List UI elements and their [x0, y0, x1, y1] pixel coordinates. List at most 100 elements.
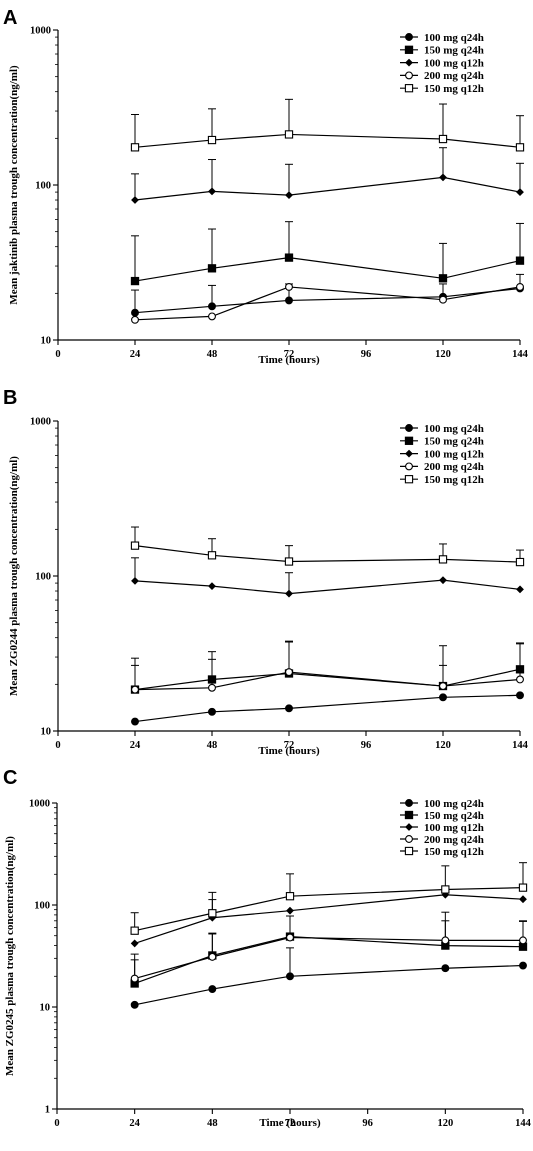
x-tick-label: 0 [54, 1118, 59, 1129]
series-line [134, 579, 521, 595]
panel-letter: C [3, 767, 17, 789]
series-line [134, 964, 524, 1006]
x-tick-label: 120 [435, 349, 451, 360]
series-open-square [130, 526, 525, 567]
data-point [285, 704, 293, 713]
y-tick-label: 10 [41, 336, 52, 347]
data-point [515, 256, 525, 265]
data-point [208, 187, 216, 196]
chart-panel-a: A 10 100 1000 0 24 48 72 96 120 144 Time (hours) Mea… [3, 7, 529, 366]
data-point [130, 926, 139, 935]
y-axis-title: Mean jaktinib plasma trough concentratio… [8, 65, 20, 305]
data-point [207, 551, 217, 560]
data-point [441, 885, 450, 894]
data-point [515, 557, 525, 567]
series-line [134, 936, 523, 980]
data-point [207, 135, 217, 145]
series-filled-circle [131, 273, 524, 317]
legend-label: 150 mg q24h [424, 436, 484, 448]
data-point [286, 933, 294, 942]
legend-marker [405, 799, 413, 807]
data-point [439, 693, 447, 702]
data-point [130, 541, 140, 550]
data-point [131, 576, 139, 585]
data-point [208, 985, 217, 993]
data-point [131, 196, 139, 204]
data-point [130, 143, 140, 152]
data-point [438, 555, 448, 564]
series-line [134, 287, 521, 314]
data-point [131, 308, 139, 317]
y-tick-label: 1 [45, 1105, 50, 1116]
data-point [130, 1000, 139, 1009]
x-tick-label: 72 [285, 1118, 296, 1129]
data-point [439, 295, 447, 304]
x-axis-title: Time (hours) [258, 354, 320, 366]
y-tick-label: 100 [35, 572, 51, 583]
data-point [286, 972, 294, 981]
data-point [208, 312, 216, 321]
legend-marker [404, 846, 414, 856]
legend-marker [405, 71, 413, 80]
legend-marker [404, 84, 414, 93]
y-tick-label: 100 [34, 901, 50, 912]
series-open-circle [131, 282, 524, 324]
x-axis-title: Time (hours) [258, 745, 320, 757]
legend-marker [404, 45, 414, 54]
data-point [516, 675, 524, 684]
x-tick-label: 96 [362, 1118, 373, 1129]
y-tick-label: 10 [41, 727, 52, 738]
series-filled-circle [130, 947, 527, 1009]
data-point [131, 685, 139, 694]
legend-label: 150 mg q12h [424, 846, 484, 858]
legend-label: 100 mg q24h [424, 423, 484, 435]
x-tick-label: 48 [207, 1118, 218, 1129]
data-point [130, 939, 139, 948]
data-point [284, 253, 294, 262]
legend-label: 100 mg q24h [424, 32, 484, 44]
legend-label: 100 mg q12h [424, 448, 484, 460]
series-open-circle [131, 640, 524, 694]
y-tick-label: 1000 [29, 799, 50, 810]
x-tick-label: 72 [284, 349, 295, 360]
legend-label: 200 mg q24h [424, 70, 484, 82]
series-filled-square [130, 221, 525, 286]
series-filled-diamond [131, 557, 524, 598]
data-point [130, 974, 139, 983]
series-line [134, 694, 521, 723]
data-point [441, 964, 450, 973]
data-point [208, 707, 216, 716]
legend-marker [404, 475, 414, 484]
data-point [519, 895, 527, 904]
series-line [134, 894, 524, 944]
legend-label: 100 mg q12h [424, 822, 484, 834]
data-point [439, 173, 447, 182]
data-point [516, 691, 524, 700]
legend-marker [405, 424, 413, 432]
y-tick-label: 1000 [30, 26, 51, 37]
chart-panel-b: B 10 100 1000 0 24 48 72 96 120 144 Time (hours) Mea… [3, 387, 529, 757]
x-tick-label: 48 [207, 740, 218, 751]
series-line [134, 545, 521, 563]
x-tick-label: 0 [55, 740, 60, 751]
data-point [207, 264, 217, 273]
data-point [515, 143, 525, 152]
series-line [134, 176, 521, 201]
series-filled-square [130, 920, 528, 988]
panel-letter: A [3, 7, 17, 29]
x-tick-label: 144 [512, 349, 529, 360]
legend-label: 150 mg q12h [424, 474, 484, 486]
data-point [285, 296, 293, 305]
data-point [516, 282, 524, 291]
x-tick-label: 48 [207, 349, 218, 360]
x-tick-label: 24 [130, 349, 141, 360]
data-point [285, 589, 293, 598]
data-point [438, 134, 448, 144]
y-tick-label: 1000 [30, 417, 51, 428]
y-tick-label: 100 [35, 181, 51, 192]
series-filled-diamond [131, 147, 524, 204]
data-point [131, 717, 139, 726]
legend-marker [405, 58, 413, 67]
